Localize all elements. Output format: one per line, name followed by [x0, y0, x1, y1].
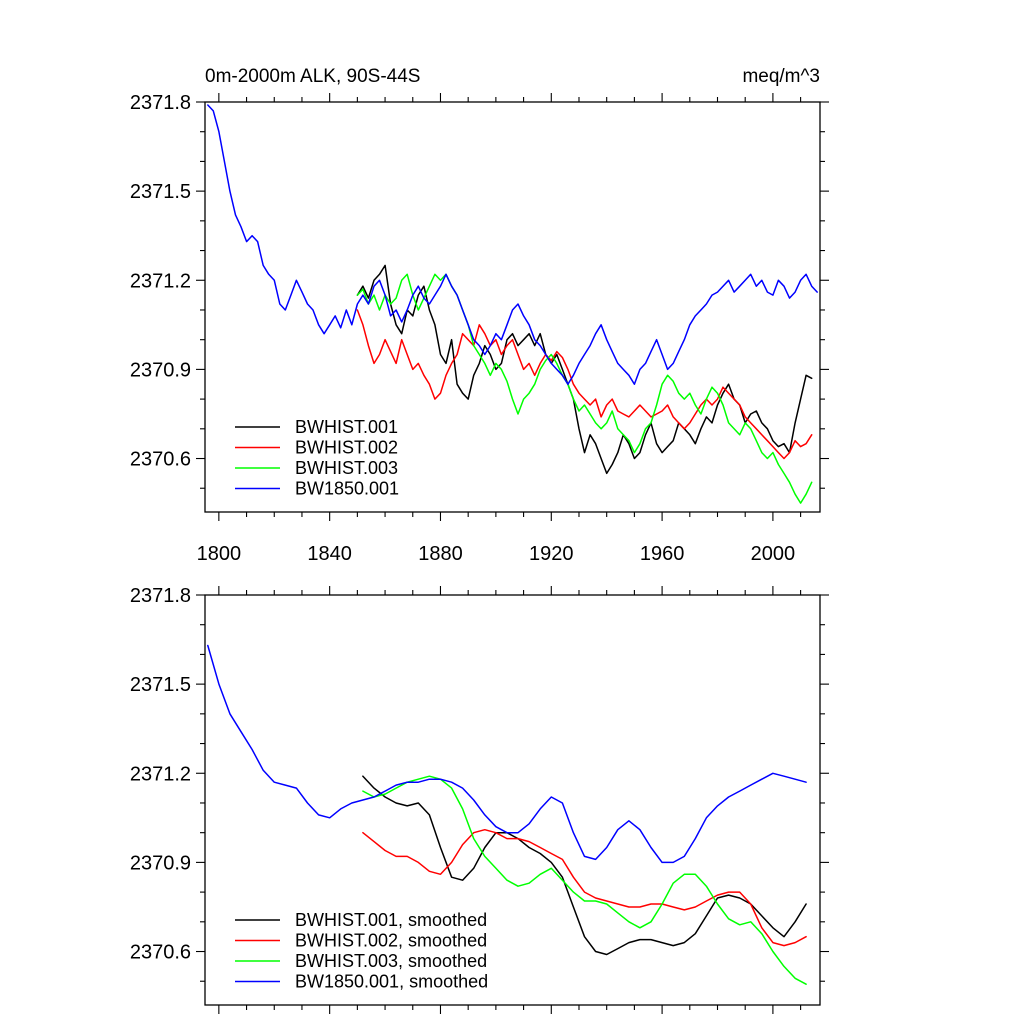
legend-label-4: BW1850.001, smoothed — [295, 972, 488, 992]
series-line-2 — [356, 309, 813, 460]
series-line-3 — [362, 775, 807, 985]
chart-panel-1: 2370.6 2370.9 2371.2 2371.5 2371.8 1800 1840 18… — [130, 66, 829, 565]
x-tick-label: 1960 — [640, 543, 685, 565]
series-line-1 — [356, 264, 813, 475]
x-tick-label: 1800 — [197, 543, 242, 565]
legend-label-4: BW1850.001 — [295, 479, 399, 499]
y-tick-label: 2370.6 — [130, 449, 191, 471]
y-tick-label: 2370.6 — [130, 942, 191, 964]
chart-units: meq/m^3 — [742, 66, 820, 87]
y-tick-label: 2371.8 — [130, 585, 191, 607]
x-tick-label: 1880 — [418, 543, 463, 565]
series-line-2 — [362, 828, 807, 947]
legend-label-1: BWHIST.001, smoothed — [295, 910, 487, 930]
chart-title: 0m-2000m ALK, 90S-44S — [205, 66, 420, 87]
plot-frame — [204, 101, 821, 513]
y-tick-label: 2371.8 — [130, 92, 191, 114]
x-tick-label: 1920 — [529, 543, 574, 565]
series-line-4 — [207, 644, 807, 864]
y-tick-label: 2370.9 — [130, 852, 191, 874]
series-line-1 — [362, 775, 807, 956]
legend-label-3: BWHIST.003 — [295, 458, 398, 478]
y-tick-label: 2371.5 — [130, 674, 191, 696]
series-line-3 — [356, 273, 813, 504]
legend-label-2: BWHIST.002, smoothed — [295, 931, 487, 951]
y-tick-label: 2370.9 — [130, 359, 191, 381]
plot-frame — [204, 594, 821, 1006]
legend-label-3: BWHIST.003, smoothed — [295, 951, 487, 971]
x-tick-label: 2000 — [751, 543, 796, 565]
y-tick-label: 2371.2 — [130, 270, 191, 292]
x-tick-label: 1840 — [307, 543, 352, 565]
chart-panel-2: 2370.6 2370.9 2371.2 2371.5 2371.8 BWHIST.001… — [130, 585, 829, 1014]
y-tick-label: 2371.2 — [130, 763, 191, 785]
y-tick-label: 2371.5 — [130, 181, 191, 203]
legend-label-1: BWHIST.001 — [295, 417, 398, 437]
legend-label-2: BWHIST.002 — [295, 438, 398, 458]
series-line-4 — [207, 104, 818, 385]
